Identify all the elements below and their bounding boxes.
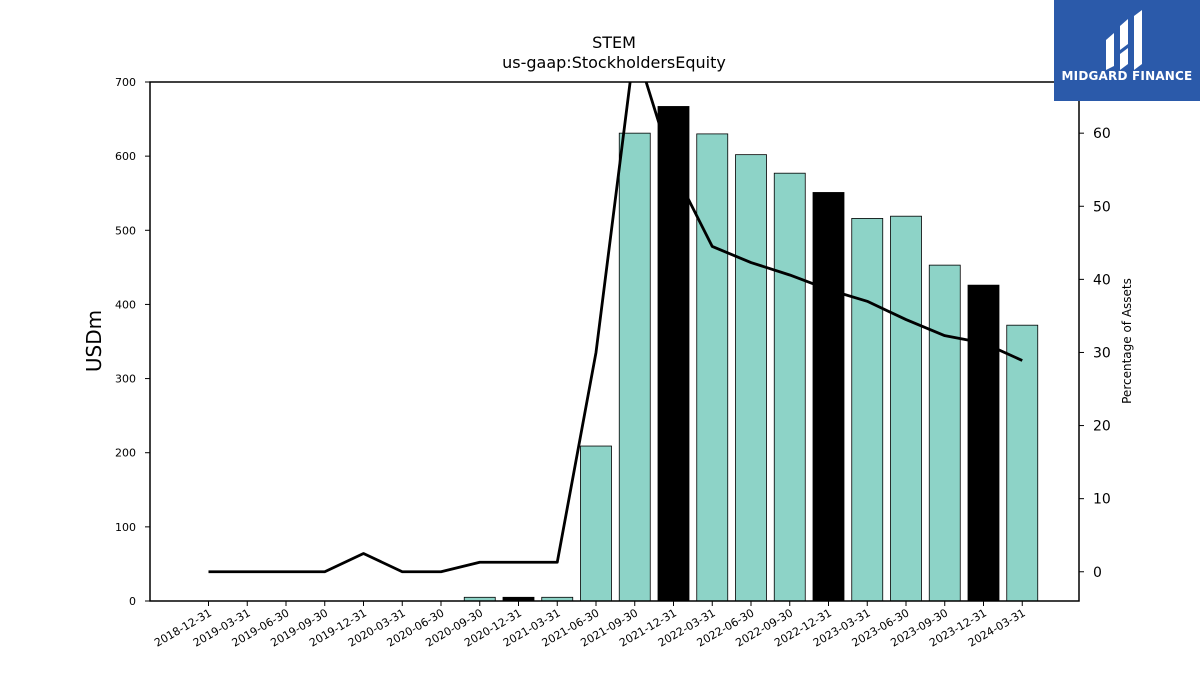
bar-2023-03-31 bbox=[851, 218, 884, 601]
y-tick-label: 500 bbox=[115, 224, 136, 237]
y2-tick-label: 60 bbox=[1093, 126, 1111, 142]
bar-2023-09-30 bbox=[928, 264, 961, 601]
bar-2021-12-31 bbox=[657, 106, 690, 601]
plot-frame bbox=[149, 81, 1080, 602]
bar-2022-03-31 bbox=[696, 133, 729, 601]
bars-layer bbox=[463, 106, 1039, 601]
y2-tick-label: 50 bbox=[1093, 199, 1111, 215]
y2-tick-label: 30 bbox=[1093, 345, 1111, 361]
chart-subtitle: us-gaap:StockholdersEquity bbox=[502, 53, 726, 72]
line-layer bbox=[208, 82, 1023, 574]
y-tick-label: 700 bbox=[115, 76, 136, 89]
bar-2022-09-30 bbox=[773, 172, 806, 601]
chart-title: STEM bbox=[592, 33, 636, 52]
logo-text: MIDGARD FINANCE bbox=[1061, 69, 1193, 83]
y2-tick-label: 20 bbox=[1093, 419, 1111, 435]
y2-axis-label: Percentage of Assets bbox=[1120, 278, 1134, 404]
y2-tick-label: 40 bbox=[1093, 272, 1111, 288]
y-tick-label: 200 bbox=[115, 447, 136, 460]
bar-2021-09-30 bbox=[618, 132, 651, 601]
y-axis-label: USDm bbox=[82, 310, 106, 372]
bar-2023-06-30 bbox=[890, 215, 922, 601]
y2-tick-label: 0 bbox=[1093, 565, 1102, 581]
y-tick-label: 100 bbox=[115, 521, 136, 534]
y-tick-label: 600 bbox=[115, 150, 136, 163]
y-tick-label: 400 bbox=[115, 298, 136, 311]
axes-layer: 010020030040050060070001020304050602018-… bbox=[115, 76, 1111, 650]
y-tick-label: 0 bbox=[129, 595, 136, 608]
bar-2021-06-30 bbox=[580, 445, 612, 601]
bar-2023-12-31 bbox=[967, 284, 1000, 601]
bar-2024-03-31 bbox=[1006, 324, 1039, 601]
bar-2022-12-31 bbox=[812, 192, 845, 601]
bar-2022-06-30 bbox=[735, 154, 767, 601]
y-tick-label: 300 bbox=[115, 373, 136, 386]
y2-tick-label: 10 bbox=[1093, 492, 1111, 508]
logo-mark-icon bbox=[1106, 10, 1142, 70]
midgard-finance-logo: MIDGARD FINANCE bbox=[1054, 0, 1200, 101]
percentage-line bbox=[208, 82, 1023, 574]
